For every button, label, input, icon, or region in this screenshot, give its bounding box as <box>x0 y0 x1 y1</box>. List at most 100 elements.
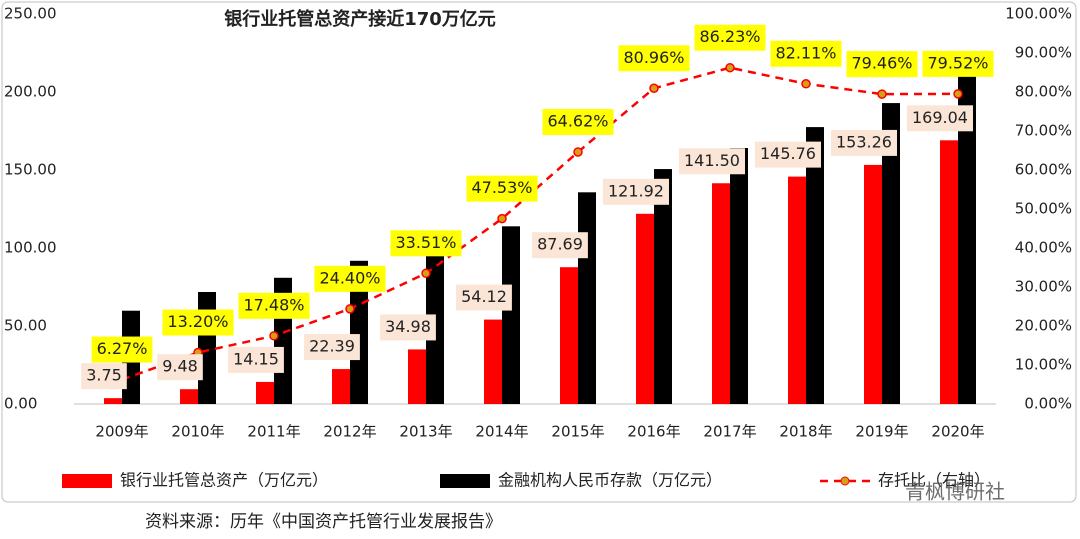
data-label: 14.15 <box>233 349 279 368</box>
bar <box>806 127 824 404</box>
bar <box>198 291 216 404</box>
x-tick-label: 2009年 <box>95 423 148 441</box>
x-tick-label: 2013年 <box>399 423 452 441</box>
bar <box>484 319 502 404</box>
bar <box>332 369 350 404</box>
y2-tick-label: 80.00% <box>1015 83 1072 101</box>
data-label: 13.20% <box>167 312 228 331</box>
line-point <box>953 89 963 99</box>
data-label-box <box>846 51 918 78</box>
y2-tick-label: 0.00% <box>1024 395 1072 413</box>
y-tick-label: 100.00 <box>4 239 57 257</box>
data-label-group: 54.12 <box>456 284 512 311</box>
bar <box>636 213 654 404</box>
data-label: 6.27% <box>97 339 148 358</box>
data-label-group: 153.26 <box>831 129 897 156</box>
data-label-group: 34.98 <box>380 314 436 341</box>
data-label-box <box>532 232 588 259</box>
y2-tick-label: 60.00% <box>1015 161 1072 179</box>
bar <box>256 381 274 404</box>
data-label: 141.50 <box>684 151 740 170</box>
data-label-box <box>157 354 203 381</box>
y2-tick-label: 50.00% <box>1015 200 1072 218</box>
data-label-box <box>831 129 897 156</box>
data-label: 22.39 <box>309 337 355 356</box>
data-label-box <box>618 45 690 72</box>
bar <box>350 260 368 404</box>
data-label: 79.46% <box>851 54 912 73</box>
data-label-group: 14.15 <box>228 346 284 373</box>
legend-label: 金融机构人民币存款（万亿元） <box>498 471 722 490</box>
line-point <box>573 147 583 157</box>
data-label-box <box>162 309 234 336</box>
legend-swatch <box>440 474 490 488</box>
x-tick-label: 2017年 <box>703 423 756 441</box>
data-label: 145.76 <box>760 144 816 163</box>
y-tick-label: 0.00 <box>4 395 37 413</box>
data-label: 87.69 <box>537 235 583 254</box>
data-label-box <box>679 148 745 175</box>
bar <box>578 192 596 404</box>
data-label-group: 79.46% <box>846 51 918 78</box>
line-point <box>649 83 659 94</box>
data-label-box <box>456 284 512 311</box>
data-label-box <box>694 24 766 51</box>
y2-tick-label: 70.00% <box>1015 122 1072 140</box>
bar <box>864 164 882 404</box>
data-label-group: 121.92 <box>603 178 669 205</box>
bar <box>712 183 730 404</box>
x-tick-label: 2016年 <box>627 423 680 441</box>
line-point <box>725 62 735 73</box>
y-tick-label: 250.00 <box>4 5 57 23</box>
data-label-group: 145.76 <box>755 141 821 168</box>
data-label-group: 80.96% <box>618 45 690 72</box>
data-label-group: 24.40% <box>314 265 386 292</box>
data-label: 54.12 <box>461 287 507 306</box>
data-label: 3.75 <box>86 366 122 385</box>
x-tick-label: 2010年 <box>171 423 224 441</box>
data-label-box <box>907 105 973 132</box>
y2-tick-label: 30.00% <box>1015 278 1072 296</box>
y2-tick-label: 90.00% <box>1015 44 1072 62</box>
bar <box>654 169 672 404</box>
data-label: 82.11% <box>775 43 836 62</box>
y-tick-label: 150.00 <box>4 161 57 179</box>
data-label: 79.52% <box>927 53 988 72</box>
data-label-group: 82.11% <box>770 40 842 67</box>
chart-title: 银行业托管总资产接近170万亿元 <box>224 8 496 30</box>
data-label: 34.98 <box>385 317 431 336</box>
line-point <box>345 304 355 314</box>
data-label-box <box>390 230 462 257</box>
line <box>121 66 959 381</box>
data-label-box <box>228 346 284 373</box>
data-label: 121.92 <box>608 181 664 200</box>
data-label-box <box>91 336 153 363</box>
data-label-box <box>542 108 614 135</box>
line-point <box>269 331 279 341</box>
data-label-group: 33.51% <box>390 230 462 257</box>
watermark: 青枫博研社 <box>905 480 1005 504</box>
bar <box>882 103 900 405</box>
data-label-box <box>922 50 994 77</box>
data-label-group: 169.04 <box>907 105 973 132</box>
y-tick-label: 50.00 <box>4 317 47 335</box>
data-label-group: 64.62% <box>542 108 614 135</box>
y2-tick-label: 100.00% <box>1005 5 1072 23</box>
x-tick-label: 2018年 <box>779 423 832 441</box>
data-label-group: 47.53% <box>466 175 538 202</box>
bar <box>730 148 748 404</box>
data-label-box <box>238 292 310 319</box>
data-label-group: 79.52% <box>922 50 994 77</box>
line-point <box>497 213 507 224</box>
data-label: 80.96% <box>623 48 684 67</box>
data-label-group: 87.69 <box>532 232 588 259</box>
data-label-box <box>755 141 821 168</box>
data-label-group: 9.48 <box>157 354 203 381</box>
data-label: 153.26 <box>836 132 892 151</box>
line-point <box>877 89 887 99</box>
line-point <box>421 268 431 279</box>
data-label: 33.51% <box>395 233 456 252</box>
data-label-group: 141.50 <box>679 148 745 175</box>
legend-marker <box>840 476 850 486</box>
y2-tick-label: 20.00% <box>1015 317 1072 335</box>
